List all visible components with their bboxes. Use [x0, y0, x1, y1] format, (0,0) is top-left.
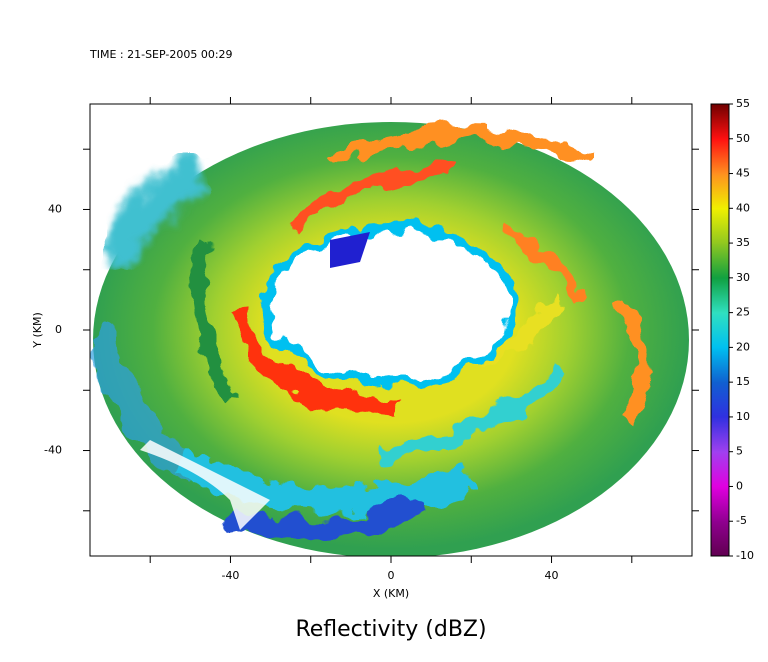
colorbar-segment [711, 312, 729, 348]
y-tick-label: 0 [55, 323, 62, 336]
no-echo [140, 440, 270, 530]
colorbar-segment [711, 451, 729, 487]
colorbar-segment [711, 208, 729, 244]
colorbar-tick-label: 40 [736, 201, 750, 214]
colorbar-segment [711, 138, 729, 175]
x-tick-label: 0 [388, 569, 395, 582]
y-tick-label: 40 [48, 202, 62, 215]
colorbar-tick-label: 25 [736, 306, 750, 319]
colorbar-segment [711, 243, 729, 279]
colorbar-label: Reflectivity (dBZ) [295, 617, 486, 642]
y-tick-label: -40 [44, 444, 62, 457]
colorbar-tick-label: 35 [736, 236, 750, 249]
x-axis-label: X (KM) [373, 587, 409, 600]
colorbar-segment [711, 382, 729, 418]
colorbar-segment [711, 277, 729, 314]
colorbar-tick-label: 45 [736, 167, 750, 180]
colorbar-tick-label: -5 [736, 514, 747, 527]
colorbar-tick-label: 10 [736, 410, 750, 423]
colorbar-tick-label: -10 [736, 549, 754, 562]
colorbar-segment [711, 486, 729, 522]
colorbar-segment [711, 347, 729, 383]
colorbar-segment [711, 521, 729, 557]
colorbar-segment [711, 104, 729, 140]
colorbar-tick-label: 50 [736, 132, 750, 145]
radar-field [90, 122, 689, 556]
chart-title: TIME : 21-SEP-2005 00:29 [89, 48, 233, 61]
y-axis-label: Y (KM) [31, 312, 44, 349]
colorbar-tick-label: 55 [736, 97, 750, 110]
eye [272, 231, 508, 379]
colorbar-tick-label: 0 [736, 479, 743, 492]
colorbar-tick-label: 30 [736, 271, 750, 284]
colorbar-segment [711, 173, 729, 209]
colorbar-tick-label: 20 [736, 340, 750, 353]
weak-echo [330, 232, 370, 268]
colorbar-segment [711, 416, 729, 453]
colorbar-tick-label: 5 [736, 445, 743, 458]
x-tick-label: 40 [545, 569, 559, 582]
colorbar-frame [710, 103, 730, 557]
colorbar-tick-label: 15 [736, 375, 750, 388]
x-tick-label: -40 [221, 569, 239, 582]
